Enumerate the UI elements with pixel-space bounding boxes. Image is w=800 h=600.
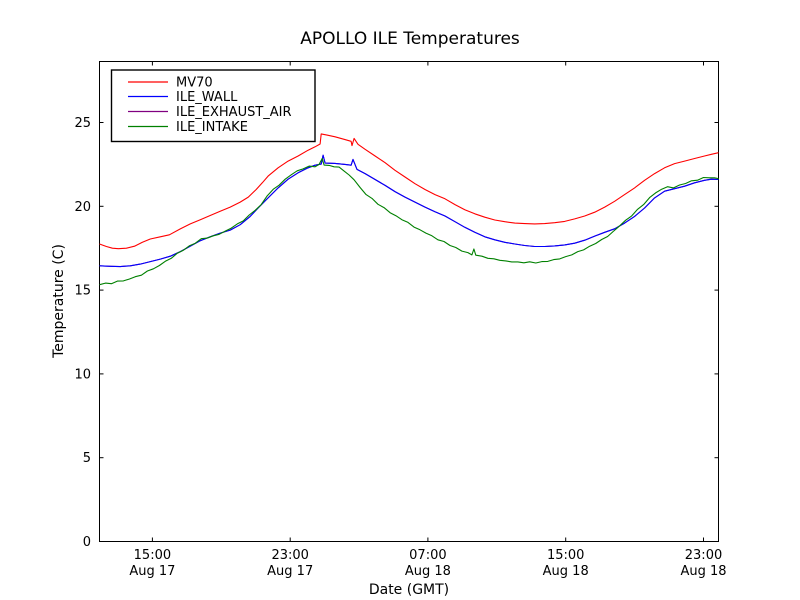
- x-tick-label-date: Aug 18: [680, 564, 726, 579]
- series-layer: [99, 133, 719, 286]
- plot-border: [99, 61, 719, 542]
- y-tick-label: 15: [74, 284, 91, 299]
- y-tick-label: 25: [74, 116, 91, 131]
- chart-title: APOLLO ILE Temperatures: [300, 29, 520, 49]
- x-tick-label-date: Aug 18: [405, 564, 451, 579]
- y-tick-label: 20: [74, 200, 91, 215]
- x-tick-label-date: Aug 17: [267, 564, 313, 579]
- series-line-ile-intake: [99, 157, 719, 286]
- legend-label-ile-intake: ILE_INTAKE: [176, 120, 248, 135]
- x-tick-label-date: Aug 18: [543, 564, 589, 579]
- legend-label-ile-exhaust-air: ILE_EXHAUST_AIR: [176, 105, 292, 120]
- y-tick-label: 0: [83, 535, 91, 550]
- y-tick-label: 10: [74, 367, 91, 382]
- x-tick-label-date: Aug 17: [129, 564, 175, 579]
- legend-label-mv70: MV70: [176, 76, 213, 91]
- x-axis-label: Date (GMT): [369, 582, 449, 598]
- x-tick-label-time: 15:00: [547, 548, 584, 563]
- y-tick-label: 5: [83, 451, 91, 466]
- legend-label-ile-wall: ILE_WALL: [176, 90, 238, 105]
- x-tick-label-time: 23:00: [685, 548, 722, 563]
- axes-layer: [99, 61, 719, 542]
- y-axis-label: Temperature (C): [51, 244, 67, 359]
- x-tick-label-time: 15:00: [134, 548, 171, 563]
- x-tick-label-time: 07:00: [409, 548, 446, 563]
- x-tick-label-time: 23:00: [271, 548, 308, 563]
- legend: MV70 ILE_WALL ILE_EXHAUST_AIR ILE_INTAKE: [110, 69, 316, 143]
- series-line-mv70: [99, 133, 719, 250]
